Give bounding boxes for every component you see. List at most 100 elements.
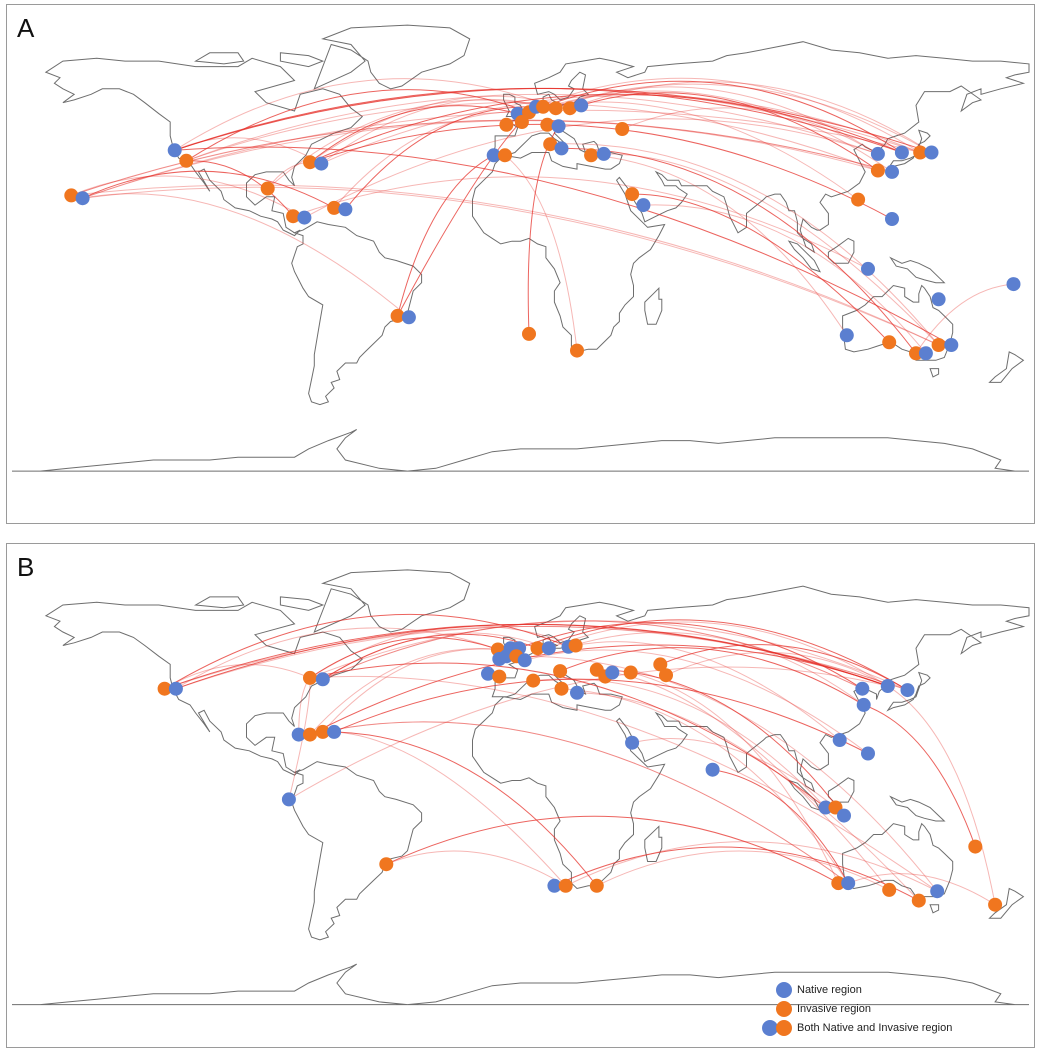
landmass-outline — [472, 585, 1030, 890]
invasive-region-marker — [157, 681, 172, 696]
point-layer — [64, 98, 1021, 361]
landmass-outline — [279, 596, 325, 611]
introduction-route-line — [591, 154, 848, 336]
native-region-marker — [570, 685, 584, 700]
native-region-marker — [574, 98, 589, 113]
introduction-route-line — [186, 89, 530, 162]
invasive-region-marker — [540, 117, 555, 132]
introduction-route-line — [887, 685, 996, 905]
landmass-outline — [44, 57, 364, 237]
introduction-route-line — [71, 175, 305, 219]
introduction-route-line — [397, 154, 494, 317]
invasive-region-marker — [589, 878, 604, 893]
invasive-region-marker — [562, 101, 577, 116]
native-region-marker — [168, 681, 183, 696]
native-region-marker — [818, 800, 833, 815]
introduction-route-line — [309, 93, 903, 163]
invasive-region-marker — [327, 200, 342, 215]
introduction-route-line — [174, 78, 556, 151]
introduction-route-line — [569, 81, 932, 153]
invasive-region-marker — [882, 882, 897, 897]
native-region-marker — [894, 145, 909, 160]
landmass-layer — [12, 24, 1030, 472]
invasive-region-marker — [558, 878, 573, 893]
invasive-region-marker — [536, 99, 551, 114]
introduction-route-line — [550, 143, 939, 346]
native-region-marker — [605, 665, 620, 680]
landmass-outline — [929, 368, 940, 378]
invasive-region-marker — [659, 668, 673, 683]
native-dot-icon — [776, 982, 792, 998]
legend-native-label: Native region — [797, 984, 862, 996]
invasive-region-marker — [303, 155, 317, 170]
introduction-route-line — [660, 644, 908, 691]
route-layer — [71, 77, 1014, 354]
landmass-outline — [472, 41, 1030, 353]
native-region-marker — [327, 724, 342, 739]
introduction-route-line — [643, 204, 927, 354]
native-region-marker — [924, 145, 939, 160]
invasive-region-marker — [625, 187, 640, 202]
native-region-marker — [1006, 277, 1021, 292]
native-region-marker — [931, 292, 946, 307]
native-region-marker — [486, 148, 501, 163]
landmass-outline — [194, 52, 245, 65]
invasive-region-marker — [870, 163, 885, 178]
landmass-outline — [842, 822, 954, 898]
invasive-region-marker — [522, 326, 536, 341]
native-region-marker — [861, 746, 875, 761]
invasive-dot-icon — [776, 1001, 792, 1017]
introduction-route-line — [82, 120, 879, 199]
native-region-marker — [517, 653, 532, 668]
introduction-route-line — [345, 106, 537, 210]
landmass-outline — [291, 221, 423, 406]
native-dot-icon — [762, 1020, 778, 1036]
landmass-outline — [886, 671, 931, 712]
native-region-marker — [291, 727, 306, 742]
introduction-route-line — [267, 161, 311, 189]
native-region-marker — [541, 641, 556, 656]
introduction-route-line — [397, 106, 537, 317]
native-region-marker — [856, 697, 871, 712]
native-region-marker — [401, 310, 416, 325]
introduction-route-line — [309, 123, 893, 220]
panel-label: B — [17, 552, 35, 582]
world-map-a — [12, 24, 1030, 472]
native-region-marker — [499, 649, 514, 664]
map-panel-a: A — [6, 4, 1035, 524]
introduction-route-line — [322, 648, 498, 733]
introduction-route-line — [322, 721, 849, 884]
introduction-route-line — [504, 154, 578, 351]
invasive-region-marker — [286, 209, 301, 224]
invasive-region-marker — [913, 145, 928, 160]
landmass-outline — [193, 596, 245, 609]
introduction-route-line — [665, 651, 889, 687]
native-region-marker — [315, 672, 330, 687]
native-region-marker — [705, 762, 720, 777]
introduction-route-line — [82, 186, 939, 346]
introduction-route-line — [603, 153, 939, 346]
introduction-route-line — [518, 622, 863, 690]
landmass-outline — [827, 777, 855, 803]
native-region-marker — [314, 156, 329, 171]
invasive-region-marker — [64, 188, 79, 203]
introduction-route-line — [576, 692, 920, 901]
introduction-route-line — [630, 672, 839, 884]
introduction-route-line — [288, 677, 311, 800]
introduction-route-line — [174, 87, 932, 153]
invasive-region-marker — [303, 670, 317, 685]
invasive-region-marker — [554, 681, 569, 696]
introduction-route-line — [304, 118, 879, 219]
native-region-marker — [839, 328, 854, 343]
native-region-marker — [75, 191, 90, 206]
introduction-route-line — [175, 627, 517, 690]
invasive-region-marker — [526, 673, 541, 688]
introduction-route-line — [322, 721, 849, 884]
native-region-marker — [554, 141, 569, 156]
introduction-route-line — [622, 107, 879, 155]
introduction-route-line — [82, 193, 410, 318]
introduction-route-line — [555, 86, 879, 155]
invasive-region-marker — [548, 101, 563, 116]
landmass-outline — [889, 256, 946, 284]
native-region-marker — [596, 146, 611, 161]
